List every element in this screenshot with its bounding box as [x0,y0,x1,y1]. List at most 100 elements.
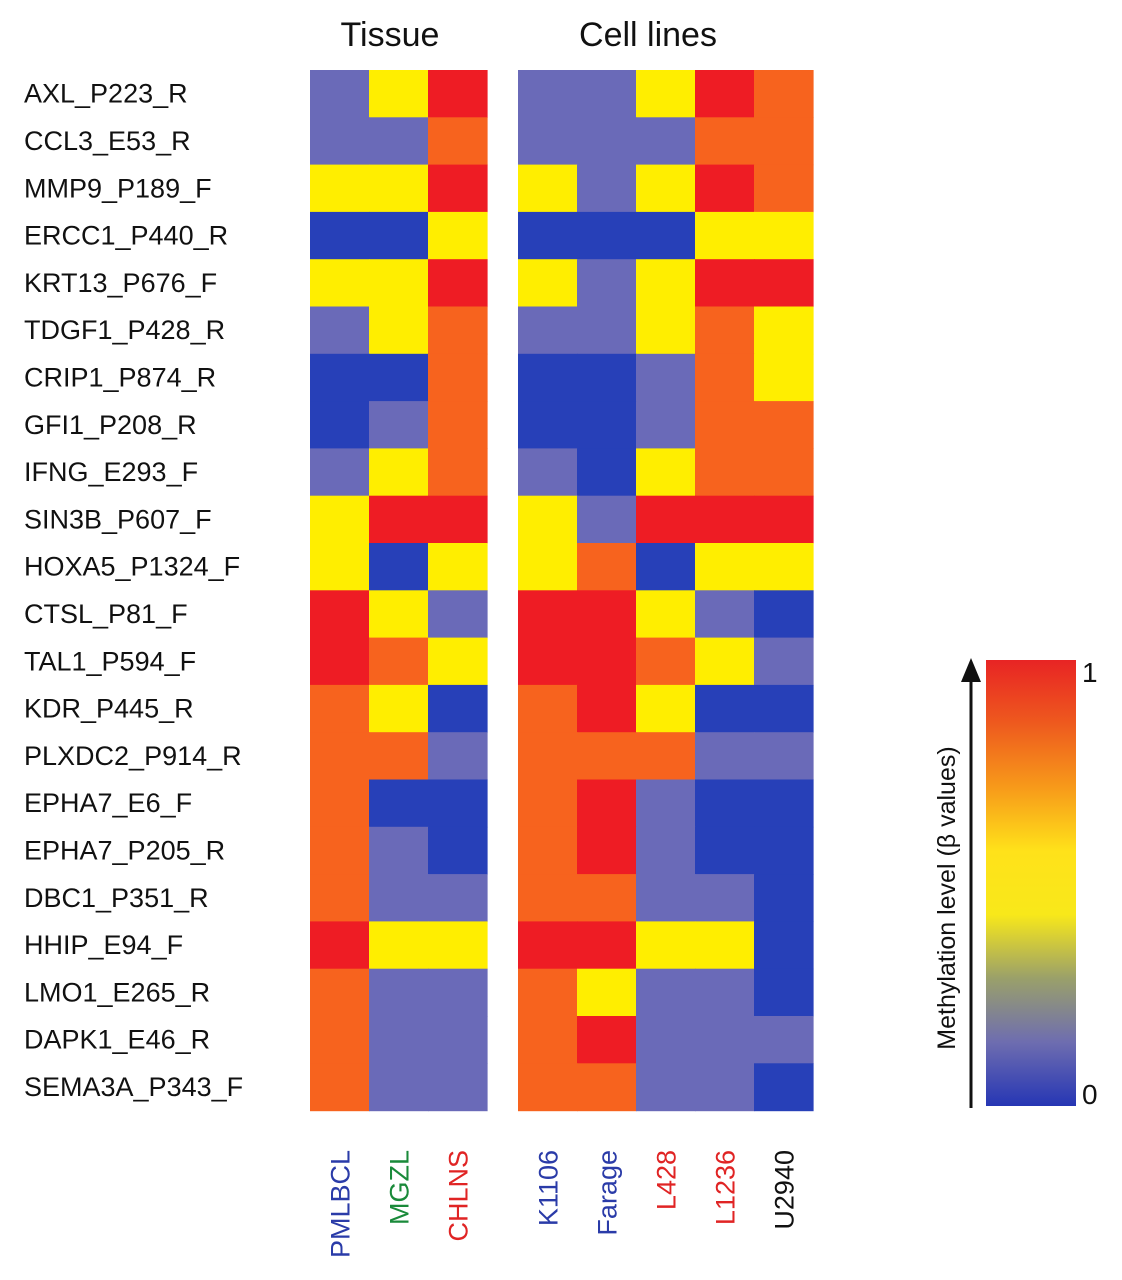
heatmap-cell [369,495,429,544]
heatmap-cell [577,164,637,213]
row-label: GFI1_P208_R [24,410,197,440]
row-label: SIN3B_P607_F [24,504,212,534]
heatmap-cell [636,968,696,1017]
heatmap-cell [369,968,429,1017]
heatmap-cell [636,306,696,355]
heatmap-cell [577,779,637,828]
heatmap-cell [577,1063,637,1112]
heatmap-cell [518,968,578,1017]
heatmap-cell [636,874,696,922]
heatmap-cell [754,779,814,828]
heatmap-cell [577,543,637,591]
heatmap-cell [636,164,696,213]
heatmap-cell [577,1016,637,1064]
heatmap-cell [577,732,637,781]
column-label: L428 [652,1150,682,1210]
heatmap-cell [518,826,578,875]
heatmap-cell [754,70,814,118]
heatmap-cell [369,164,429,213]
heatmap-cell [428,874,488,922]
colorbar: 1 0 Methylation level (β values) [933,657,1098,1110]
heatmap-cell [695,590,755,639]
heatmap-cell [310,543,370,591]
heatmap-cell [695,732,755,781]
heatmap-cell [636,826,696,875]
row-label: TDGF1_P428_R [24,315,225,345]
heatmap-cell [310,259,370,308]
heatmap-cell [428,70,488,118]
heatmap-cell [636,543,696,591]
heatmap-cell [577,70,637,118]
heatmap-cell [695,968,755,1017]
heatmap-cell [369,543,429,591]
heatmap-cell [428,684,488,733]
heatmap-cell [428,921,488,970]
row-label: MMP9_P189_F [24,173,212,203]
heatmap-cell [754,401,814,449]
row-label: CTSL_P81_F [24,599,188,629]
column-label: U2940 [770,1150,800,1230]
heatmap-cell [518,921,578,970]
heatmap-cell [310,306,370,355]
heatmap-cell [577,684,637,733]
heatmap-cell [754,1016,814,1064]
heatmap-cell [754,259,814,308]
heatmap-cell [310,968,370,1017]
heatmap-cell [754,826,814,875]
heatmap-cell [754,164,814,213]
heatmap-cell [636,70,696,118]
row-label: TAL1_P594_F [24,646,196,676]
heatmap-cell [428,164,488,213]
heatmap-cell [428,590,488,639]
heatmap-cell [577,874,637,922]
heatmap-cell [695,779,755,828]
heatmap-cell [636,921,696,970]
group-title-cell-lines: Cell lines [579,16,717,54]
heatmap-cell [369,921,429,970]
heatmap-cell [754,732,814,781]
colorbar-gradient [986,660,1076,1106]
heatmap-cell [518,874,578,922]
column-label: L1236 [711,1150,741,1225]
heatmap-cell [310,117,370,166]
row-label: HHIP_E94_F [24,930,183,960]
column-label: Farage [593,1150,623,1236]
heatmap-cell [428,401,488,449]
row-label: DAPK1_E46_R [24,1025,210,1055]
colorbar-max-label: 1 [1082,657,1098,688]
colorbar-min-label: 0 [1082,1079,1098,1110]
heatmap-cell [310,1016,370,1064]
heatmap-cell [695,401,755,449]
heatmap-cell [754,211,814,260]
heatmap-cell [428,1016,488,1064]
row-label: DBC1_P351_R [24,883,209,913]
heatmap-cell [636,401,696,449]
heatmap-cell [577,637,637,686]
heatmap-cell [577,590,637,639]
heatmap-cell [428,826,488,875]
heatmap-cell [754,495,814,544]
heatmap-cell [369,590,429,639]
heatmap-cell [577,259,637,308]
heatmap-cell [369,211,429,260]
heatmap-cell [754,1063,814,1112]
heatmap-cell [369,732,429,781]
heatmap-cell [369,306,429,355]
heatmap-cell [518,779,578,828]
row-label: HOXA5_P1324_F [24,552,240,582]
heatmap-cell [636,590,696,639]
row-label: SEMA3A_P343_F [24,1072,243,1102]
heatmap-cell [428,543,488,591]
heatmap-cell [310,1063,370,1112]
heatmap-cell [695,874,755,922]
heatmap-cell [754,921,814,970]
heatmap-cell [369,874,429,922]
heatmap-cell [577,448,637,497]
heatmap-cell [428,448,488,497]
heatmap-cell [695,211,755,260]
column-labels: PMLBCL MGZL CHLNS K1106 Farage L428 L1236 U2940 [326,1150,800,1258]
heatmap-cells [310,70,814,1112]
colorbar-title: Methylation level (β values) [933,746,961,1049]
row-label: KDR_P445_R [24,694,194,724]
